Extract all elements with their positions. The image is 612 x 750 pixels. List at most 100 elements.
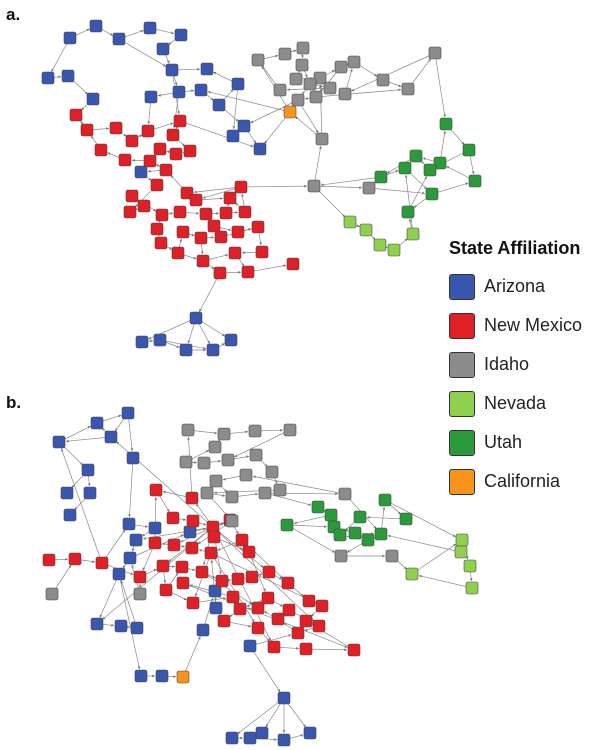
node-arizona <box>61 69 75 83</box>
node-idaho <box>200 486 214 500</box>
node-idaho <box>401 82 415 96</box>
node-arizona <box>90 416 104 430</box>
node-idaho <box>265 465 279 479</box>
legend-swatch <box>449 273 475 300</box>
node-new-mexico <box>286 257 300 271</box>
node-arizona <box>243 731 257 745</box>
node-new-mexico <box>213 266 227 280</box>
node-new-mexico <box>148 536 162 550</box>
node-utah <box>425 187 439 201</box>
network-a-edge <box>368 187 426 195</box>
panel-b-label: b. <box>6 393 21 412</box>
node-arizona <box>208 584 222 598</box>
node-idaho <box>347 55 361 69</box>
node-arizona <box>60 486 74 500</box>
network-b-edge <box>120 580 138 629</box>
node-new-mexico <box>166 128 180 142</box>
node-arizona <box>231 77 245 91</box>
node-idaho <box>289 72 303 86</box>
node-new-mexico <box>176 576 190 590</box>
node-new-mexico <box>302 594 316 608</box>
node-idaho <box>303 77 317 91</box>
node-idaho <box>181 423 195 437</box>
node-arizona <box>89 19 103 33</box>
node-new-mexico <box>196 254 210 268</box>
node-idaho <box>249 448 263 462</box>
node-arizona <box>63 31 77 45</box>
network-b-edge <box>60 448 103 564</box>
node-utah <box>374 170 388 184</box>
node-arizona <box>123 551 137 565</box>
network-a-edge <box>193 186 242 194</box>
node-new-mexico <box>194 231 208 245</box>
node-arizona <box>224 333 238 347</box>
node-new-mexico <box>207 219 221 233</box>
node-idaho <box>338 487 352 501</box>
node-arizona <box>206 343 220 357</box>
network-b-edge <box>234 429 291 458</box>
node-new-mexico <box>80 123 94 137</box>
node-new-mexico <box>241 265 255 279</box>
node-idaho <box>296 41 310 55</box>
node-arizona <box>112 567 126 581</box>
node-idaho <box>376 73 390 87</box>
node-utah <box>439 117 453 131</box>
node-new-mexico <box>238 205 252 219</box>
node-nevada <box>465 581 479 595</box>
network-a-edge <box>247 264 287 273</box>
node-new-mexico <box>219 206 233 220</box>
network-b-edge <box>201 571 253 605</box>
node-idaho <box>278 47 292 61</box>
node-new-mexico <box>233 602 247 616</box>
node-new-mexico <box>245 570 259 584</box>
node-california <box>176 670 190 684</box>
network-b-edge <box>286 524 328 528</box>
network-b-edge <box>99 573 120 618</box>
legend-label: Nevada <box>484 393 547 413</box>
node-new-mexico <box>315 599 329 613</box>
legend-item-utah: Utah <box>449 423 609 462</box>
node-new-mexico <box>159 163 173 177</box>
node-utah <box>353 510 367 524</box>
network-b-edge <box>237 697 285 735</box>
node-utah <box>433 156 447 170</box>
node-nevada <box>373 238 387 252</box>
node-new-mexico <box>255 245 269 259</box>
network-a-edge <box>232 83 239 130</box>
node-new-mexico <box>149 483 163 497</box>
node-arizona <box>225 731 239 745</box>
network-b-edge <box>127 412 134 452</box>
node-utah <box>398 161 412 175</box>
node-arizona <box>104 430 118 444</box>
network-a-edge <box>351 52 436 92</box>
node-new-mexico <box>215 574 229 588</box>
legend-swatch <box>449 390 475 417</box>
node-new-mexico <box>242 545 256 559</box>
node-idaho <box>283 423 297 437</box>
node-arizona <box>41 71 55 85</box>
node-new-mexico <box>228 246 242 260</box>
network-b-edge <box>411 543 457 575</box>
network-a-edge <box>118 38 167 67</box>
node-new-mexico <box>204 546 218 560</box>
node-arizona <box>200 62 214 76</box>
node-idaho <box>258 486 272 500</box>
node-idaho <box>133 587 147 601</box>
node-new-mexico <box>176 225 190 239</box>
node-new-mexico <box>217 614 231 628</box>
network-b-edge <box>118 573 141 670</box>
network-a-edge <box>315 88 402 98</box>
node-new-mexico <box>171 246 185 260</box>
node-new-mexico <box>141 124 155 138</box>
node-arizona <box>134 165 148 179</box>
node-new-mexico <box>133 570 147 584</box>
node-new-mexico <box>207 530 221 544</box>
node-idaho <box>334 60 348 74</box>
node-new-mexico <box>167 538 181 552</box>
legend-label: California <box>484 471 561 491</box>
node-new-mexico <box>109 121 123 135</box>
node-new-mexico <box>262 565 276 579</box>
node-idaho <box>273 83 287 97</box>
node-new-mexico <box>95 556 109 570</box>
node-arizona <box>255 726 269 740</box>
